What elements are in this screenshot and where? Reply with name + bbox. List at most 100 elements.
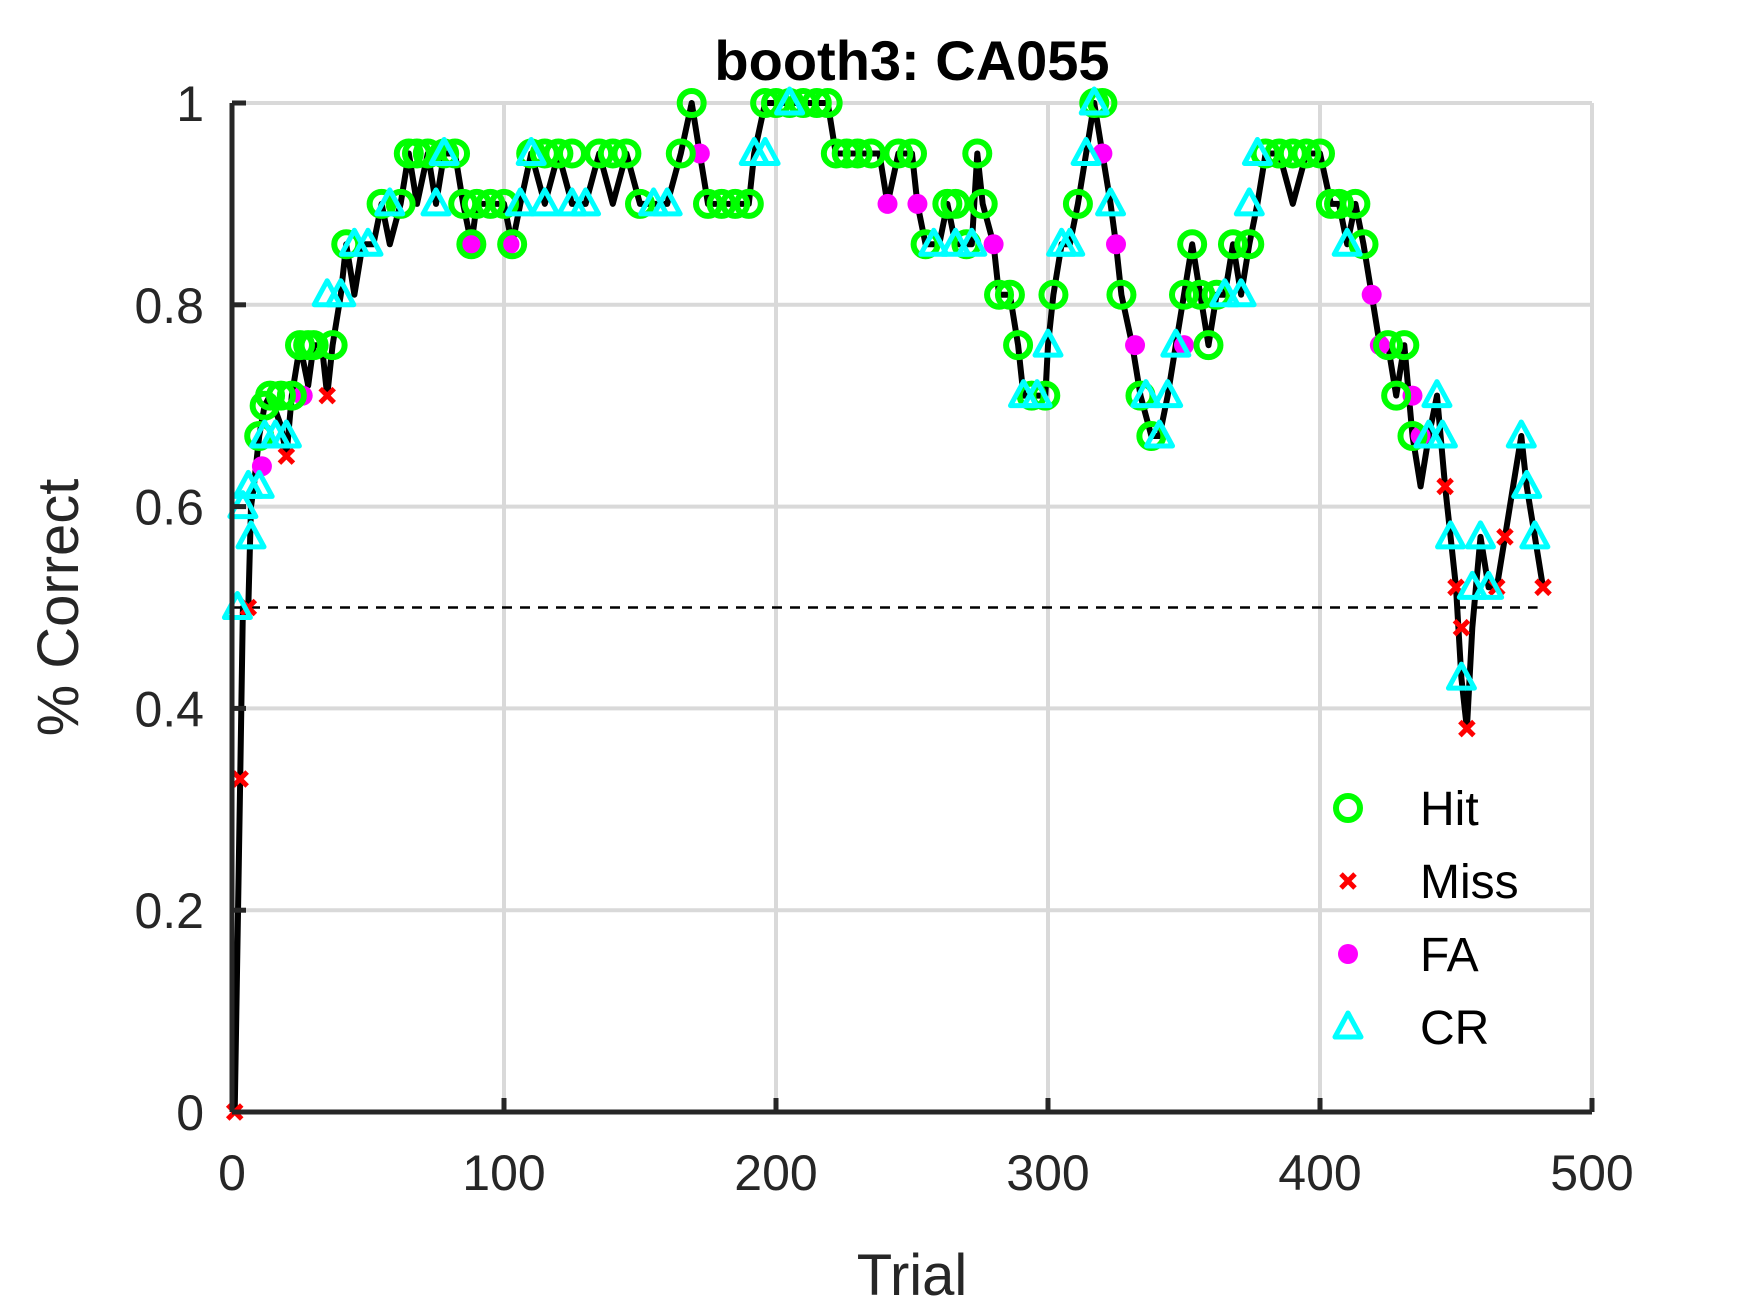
marker-hit xyxy=(1340,188,1371,219)
marker-hit xyxy=(733,188,764,219)
marker-hit xyxy=(584,138,615,169)
marker-hit xyxy=(461,188,492,219)
marker-hit xyxy=(706,188,737,219)
legend-label-fa: FA xyxy=(1420,929,1479,982)
marker-cr xyxy=(1160,328,1192,358)
legend-marker-miss xyxy=(1339,872,1357,890)
marker-hit xyxy=(984,279,1015,310)
marker-cr xyxy=(504,187,536,217)
y-tick-label: 0.4 xyxy=(134,681,204,737)
marker-cr xyxy=(1144,419,1176,449)
marker-cr xyxy=(774,86,806,116)
marker-cr xyxy=(235,520,267,550)
marker-cr xyxy=(428,136,460,166)
x-axis-label: Trial xyxy=(857,1243,968,1308)
marker-cr xyxy=(352,227,384,257)
marker-hit xyxy=(883,138,914,169)
series-cr xyxy=(221,86,1551,691)
marker-hit xyxy=(1169,279,1199,310)
marker-fa xyxy=(1106,234,1126,255)
marker-miss-stroke xyxy=(231,770,249,788)
marker-hit xyxy=(720,188,751,219)
legend-marker-hit xyxy=(1333,793,1363,823)
marker-cr xyxy=(1456,570,1488,600)
marker-cr xyxy=(1130,379,1162,409)
marker-cr xyxy=(956,227,988,257)
marker-hit xyxy=(693,188,723,219)
marker-cr xyxy=(1209,278,1241,308)
marker-miss xyxy=(1496,528,1514,546)
marker-miss-stroke xyxy=(239,598,258,617)
axes xyxy=(229,100,1595,1115)
x-tick-label: 400 xyxy=(1278,1145,1361,1201)
series-miss xyxy=(225,386,1552,1121)
marker-fa xyxy=(907,193,928,214)
y-tick-label: 0 xyxy=(176,1085,204,1141)
marker-hit xyxy=(1373,330,1403,361)
y-tick-label: 0.8 xyxy=(134,278,204,334)
marker-cr xyxy=(515,136,547,166)
marker-cr xyxy=(918,227,950,257)
marker-hit xyxy=(856,138,887,169)
marker-hit xyxy=(665,138,696,169)
marker-cr xyxy=(1095,187,1127,217)
marker-hit xyxy=(1381,380,1412,411)
marker-hit xyxy=(1003,330,1034,361)
marker-hit xyxy=(1217,229,1248,260)
legend-label-miss: Miss xyxy=(1420,856,1519,909)
marker-fa xyxy=(877,193,898,214)
marker-hit xyxy=(1277,138,1308,169)
legend-item-cr: CR xyxy=(1332,1002,1489,1055)
marker-hit xyxy=(801,88,832,118)
marker-hit xyxy=(1291,138,1322,169)
marker-cr xyxy=(374,187,406,217)
marker-cr xyxy=(570,187,602,217)
marker-miss-stroke xyxy=(1458,719,1476,738)
marker-fa xyxy=(983,234,1004,255)
marker-cr xyxy=(1032,328,1064,358)
marker-miss xyxy=(1452,618,1471,637)
marker-hit xyxy=(962,138,993,169)
marker-cr xyxy=(1054,227,1086,257)
marker-cr xyxy=(529,187,561,217)
marker-hit xyxy=(412,138,443,169)
marker-hit xyxy=(276,380,307,411)
marker-hit xyxy=(1389,330,1420,361)
y-axis-label: % Correct xyxy=(26,479,91,737)
legend-label-cr: CR xyxy=(1420,1002,1489,1055)
marker-hit xyxy=(1324,188,1355,219)
legend-marker-miss-stroke xyxy=(1339,872,1357,890)
marker-hit xyxy=(1397,420,1428,451)
marker-hit xyxy=(842,138,873,169)
marker-miss xyxy=(1436,477,1454,496)
marker-miss xyxy=(277,447,296,465)
marker-hit xyxy=(1106,279,1137,310)
marker-cr xyxy=(1426,419,1458,449)
marker-hit xyxy=(298,330,329,361)
marker-hit xyxy=(497,229,528,260)
marker-hit xyxy=(448,188,479,219)
x-tick-label: 500 xyxy=(1550,1145,1633,1201)
marker-fa xyxy=(461,234,482,255)
tick-labels: 0 100 200 300 400 500 0 0.2 0.4 0.6 0.8 1 xyxy=(134,76,1633,1201)
marker-cr xyxy=(1473,570,1505,600)
y-tick-label: 0.6 xyxy=(134,480,204,536)
x-tick-label: 200 xyxy=(734,1145,817,1201)
marker-miss-stroke xyxy=(1452,618,1471,637)
marker-fa xyxy=(1125,335,1146,356)
marker-hit xyxy=(489,188,519,219)
marker-miss-stroke xyxy=(1534,578,1552,597)
legend-item-fa: FA xyxy=(1338,929,1479,982)
marker-cr xyxy=(1421,379,1453,409)
x-tick-label: 300 xyxy=(1006,1145,1089,1201)
legend-label-hit: Hit xyxy=(1420,783,1479,836)
chart-title: booth3: CA055 xyxy=(714,29,1109,92)
marker-cr xyxy=(940,227,972,257)
marker-hit xyxy=(456,229,487,260)
marker-cr xyxy=(1511,469,1543,499)
marker-cr xyxy=(1021,379,1053,409)
marker-hit xyxy=(676,88,707,118)
marker-hit xyxy=(475,188,506,219)
marker-hit xyxy=(940,188,971,219)
